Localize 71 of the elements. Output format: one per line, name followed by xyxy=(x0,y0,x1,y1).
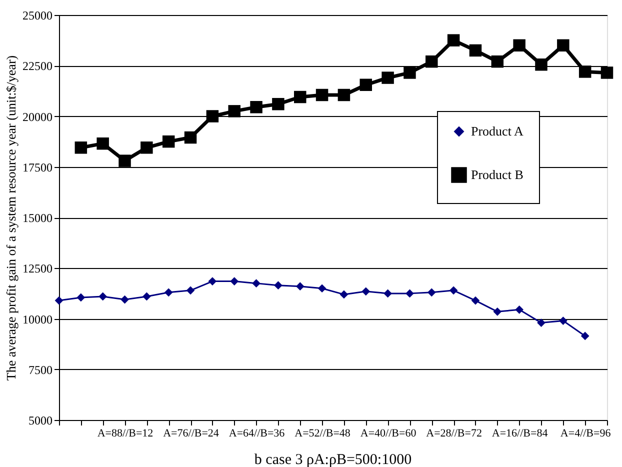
point xyxy=(274,281,282,290)
x-tick-label: A=64//B=36 xyxy=(228,428,286,440)
point xyxy=(252,279,260,288)
point xyxy=(449,286,458,295)
point xyxy=(272,98,284,110)
y-tick-label: 15000 xyxy=(22,211,52,225)
point xyxy=(513,39,526,52)
point xyxy=(469,44,482,57)
point xyxy=(164,288,173,297)
point xyxy=(318,284,326,293)
point xyxy=(184,131,197,144)
point xyxy=(447,34,460,46)
x-tick-label: A=40//B=60 xyxy=(360,428,417,440)
point xyxy=(142,292,151,301)
point xyxy=(600,66,614,79)
y-tick-label: 5000 xyxy=(28,414,52,428)
point xyxy=(471,296,480,305)
point xyxy=(294,90,306,104)
point xyxy=(208,277,217,286)
point xyxy=(491,55,504,68)
point xyxy=(427,288,436,297)
point xyxy=(74,142,88,154)
point xyxy=(515,305,524,314)
point xyxy=(340,290,348,299)
point xyxy=(76,293,86,302)
point xyxy=(250,101,262,114)
x-tick-label: A=28//B=72 xyxy=(426,428,482,440)
point xyxy=(580,332,590,340)
x-tick-label: A=16//B=84 xyxy=(492,428,548,440)
point xyxy=(206,110,219,122)
point xyxy=(140,142,153,154)
y-tick-label: 10000 xyxy=(22,312,52,326)
legend-label: Product B xyxy=(471,167,524,182)
x-tick-label: A=88//B=12 xyxy=(97,428,154,440)
point xyxy=(557,39,570,52)
y-tick-label: 20000 xyxy=(22,110,52,124)
point xyxy=(338,88,350,102)
point xyxy=(578,66,592,78)
x-tick-label: A=76//B=24 xyxy=(163,428,220,440)
point xyxy=(362,287,370,296)
y-tick-label: 12500 xyxy=(22,262,52,276)
y-tick-label: 25000 xyxy=(22,8,52,22)
point xyxy=(537,318,546,327)
point xyxy=(360,78,372,91)
point xyxy=(120,295,129,304)
point xyxy=(535,58,548,71)
point xyxy=(558,316,568,325)
point xyxy=(316,88,328,102)
point xyxy=(98,292,108,301)
x-tick-label: A=4//B=96 xyxy=(560,428,612,440)
x-tick-label: A=52//B=48 xyxy=(294,428,351,440)
point xyxy=(162,135,175,148)
point xyxy=(296,282,304,291)
point xyxy=(96,137,109,150)
point xyxy=(230,277,239,286)
point xyxy=(186,286,195,295)
point xyxy=(406,289,414,298)
y-tick-label: 7500 xyxy=(28,362,52,377)
point xyxy=(384,289,392,298)
point xyxy=(54,296,64,305)
point xyxy=(118,154,131,167)
point xyxy=(382,72,394,84)
point xyxy=(426,55,438,68)
point xyxy=(404,66,416,79)
text: b case 3 ρA:ρB=500:1000 xyxy=(254,452,412,467)
point xyxy=(228,105,240,118)
y-tick-label: 22500 xyxy=(22,59,52,74)
y-tick-label: 17500 xyxy=(22,160,52,174)
point xyxy=(493,307,502,316)
legend-label: Product A xyxy=(471,124,524,138)
y-axis-title: The average profit gain of a system resource year (unit:$/year) xyxy=(4,55,18,381)
